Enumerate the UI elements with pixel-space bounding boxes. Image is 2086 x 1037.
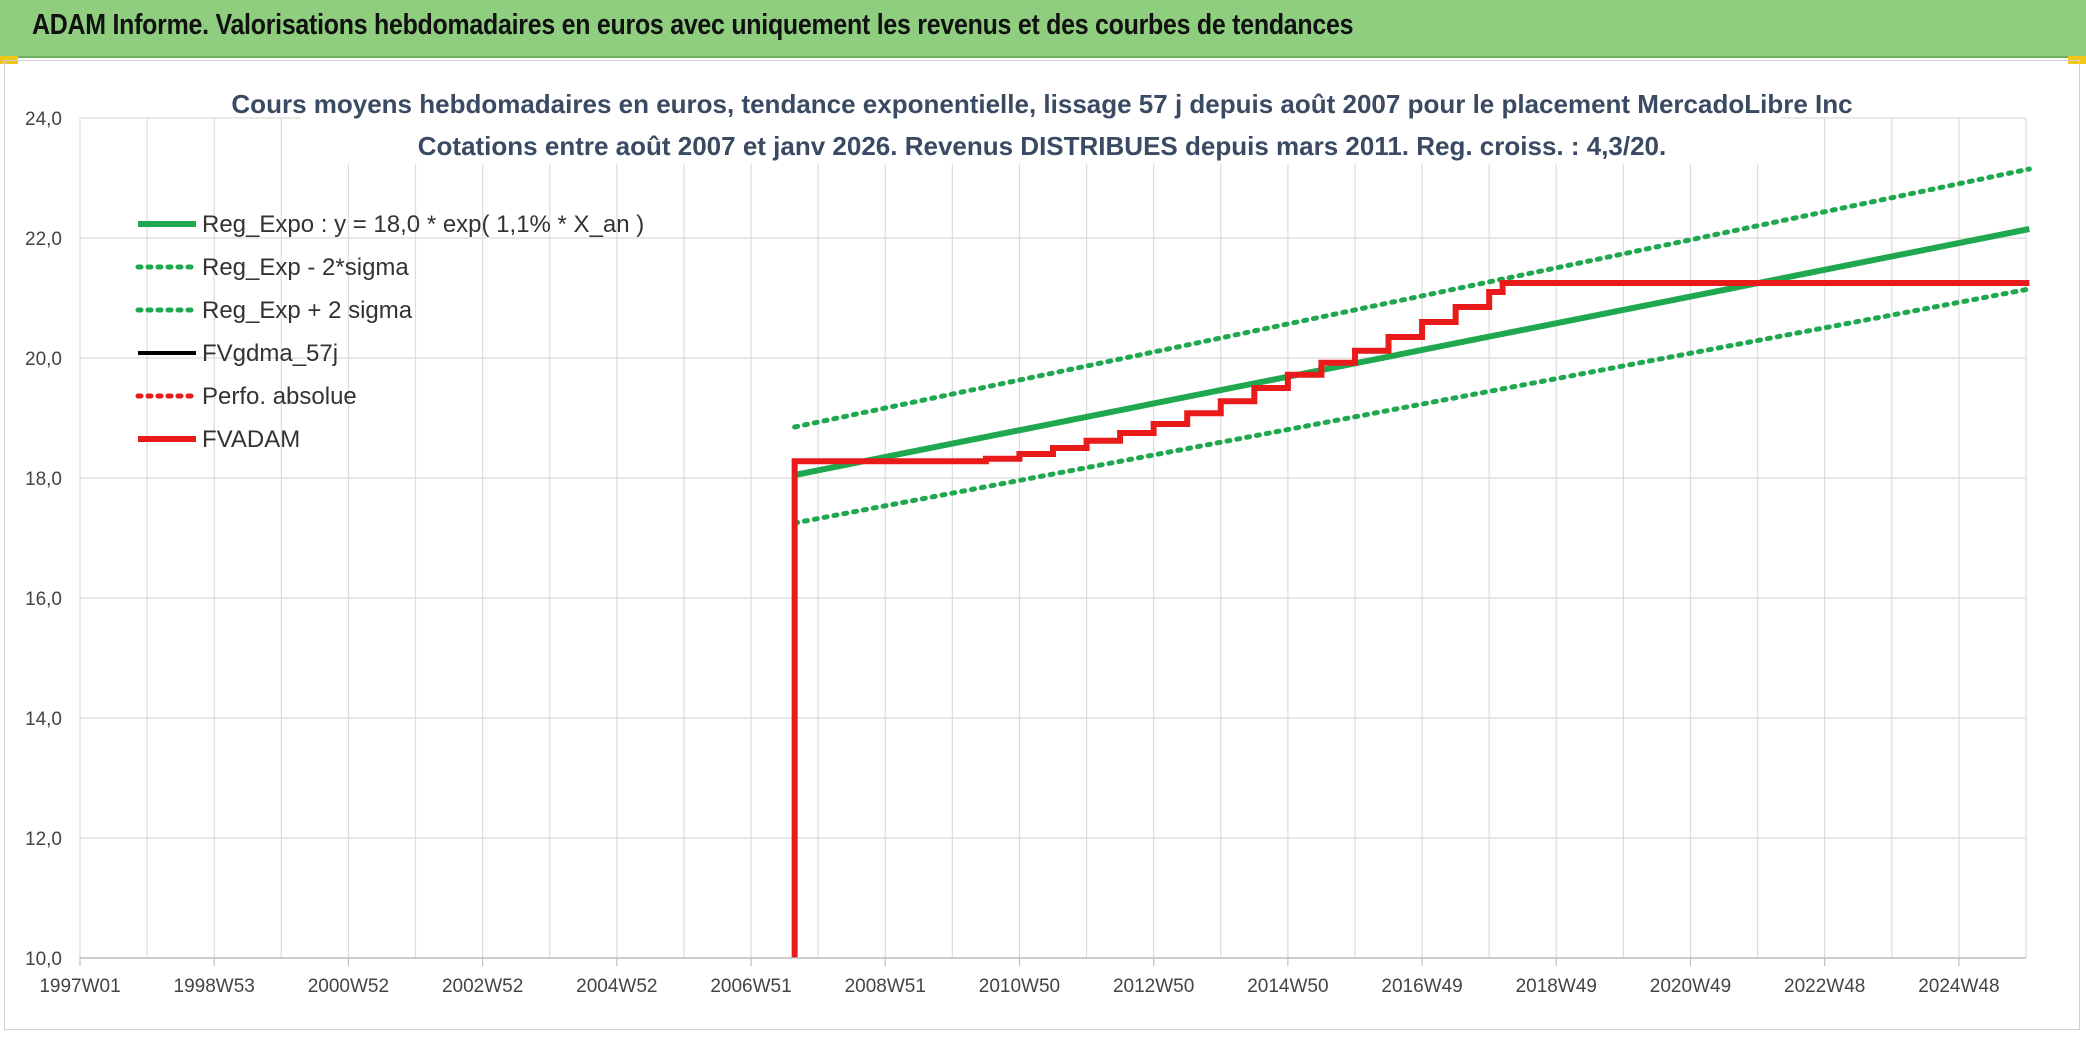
x-tick-label: 2008W51 [845, 976, 926, 997]
y-tick-label: 10,0 [25, 949, 62, 970]
x-tick-label: 2000W52 [308, 976, 389, 997]
x-tick-label: 2018W49 [1516, 976, 1597, 997]
legend-label: FVADAM [202, 426, 300, 453]
x-tick-label: 2012W50 [1113, 976, 1194, 997]
legend-label: Perfo. absolue [202, 383, 357, 410]
chart-title: Cours moyens hebdomadaires en euros, ten… [231, 89, 1852, 119]
chart-title-box: Cours moyens hebdomadaires en euros, ten… [231, 84, 1853, 164]
series-line-2 [792, 166, 2032, 430]
chart-title-background [300, 84, 1780, 164]
y-tick-label: 20,0 [25, 349, 62, 370]
y-tick-label: 16,0 [25, 589, 62, 610]
fvadam-series-line [791, 280, 2030, 958]
gridlines [79, 117, 2027, 959]
chart-frame [4, 60, 2080, 1030]
x-tick-label: 2006W51 [710, 976, 791, 997]
legend-label: Reg_Exp + 2 sigma [202, 297, 413, 324]
report-banner: ADAM Informe. Valorisations hebdomadaire… [0, 0, 2086, 58]
legend-label: Reg_Exp - 2*sigma [202, 254, 409, 281]
chart-subtitle: Cotations entre août 2007 et janv 2026. … [418, 131, 1667, 161]
y-tick-label: 12,0 [25, 829, 62, 850]
series-layer [791, 166, 2032, 958]
y-tick-label: 14,0 [25, 709, 62, 730]
report-title: ADAM Informe. Valorisations hebdomadaire… [32, 9, 1354, 41]
series-line-0 [794, 226, 2030, 478]
x-tick-label: 2016W49 [1381, 976, 1462, 997]
x-tick-label: 2010W50 [979, 976, 1060, 997]
legend-label: Reg_Expo : y = 18,0 * exp( 1,1% * X_an ) [202, 211, 644, 238]
x-tick-label: 1997W01 [39, 976, 120, 997]
x-tick-label: 2022W48 [1784, 976, 1865, 997]
legend-label: FVgdma_57j [202, 340, 338, 367]
y-tick-label: 18,0 [25, 469, 62, 490]
axes: 10,0 12,0 14,0 16,0 18,0 20,0 22,0 24,0 1997W01 1… [25, 109, 2026, 997]
x-tick-label: 2024W48 [1918, 976, 1999, 997]
series-line-1 [792, 286, 2032, 526]
legend: Reg_Expo : y = 18,0 * exp( 1,1% * X_an )… [135, 211, 644, 453]
x-tick-label: 2002W52 [442, 976, 523, 997]
x-tick-label: 1998W53 [174, 976, 255, 997]
y-tick-label: 24,0 [25, 109, 62, 130]
y-tick-label: 22,0 [25, 229, 62, 250]
x-tick-label: 2014W50 [1247, 976, 1328, 997]
x-tick-label: 2004W52 [576, 976, 657, 997]
x-tick-label: 2020W49 [1650, 976, 1731, 997]
